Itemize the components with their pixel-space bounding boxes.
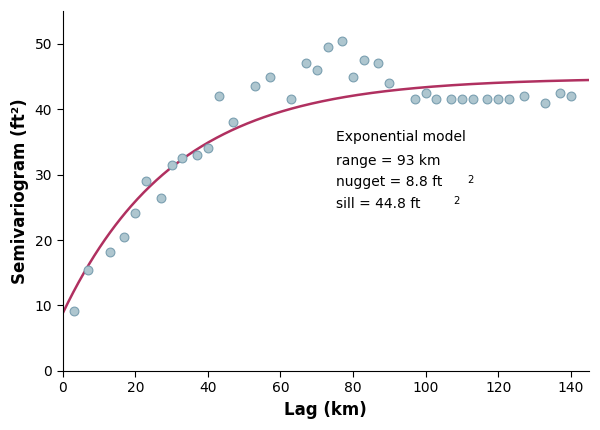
Point (385, 80, 394, 86)
Point (301, 60, 311, 67)
Point (287, 96, 296, 103)
Y-axis label: Semivariogram (ft²): Semivariogram (ft²) (11, 98, 29, 284)
Point (142, 178, 151, 184)
Point (130, 209, 140, 216)
Point (468, 96, 478, 103)
Point (410, 96, 419, 103)
Point (359, 57, 369, 64)
Point (229, 119, 238, 126)
Point (348, 73, 358, 80)
Point (156, 194, 166, 201)
Point (446, 96, 456, 103)
Point (541, 99, 550, 106)
Text: nugget = 8.8 ft: nugget = 8.8 ft (337, 175, 447, 189)
Point (519, 93, 529, 100)
Point (493, 96, 503, 103)
Point (83, 266, 93, 273)
Point (119, 233, 129, 240)
Text: 2: 2 (467, 175, 473, 184)
Point (421, 89, 430, 96)
Point (178, 155, 187, 162)
Point (105, 249, 115, 255)
Point (167, 161, 176, 168)
Point (374, 60, 383, 67)
Text: range = 93 km: range = 93 km (337, 154, 441, 168)
Point (265, 73, 274, 80)
Point (323, 44, 332, 51)
Point (192, 152, 202, 159)
Point (312, 67, 322, 74)
Point (555, 89, 565, 96)
Point (431, 96, 441, 103)
Text: sill = 44.8 ft: sill = 44.8 ft (337, 197, 425, 211)
Point (214, 93, 224, 100)
Point (250, 83, 260, 90)
Text: Exponential model: Exponential model (337, 130, 466, 144)
Point (203, 145, 212, 152)
Point (337, 37, 347, 44)
Point (566, 93, 575, 100)
Point (504, 96, 514, 103)
Point (69, 307, 79, 314)
Point (457, 96, 467, 103)
X-axis label: Lag (km): Lag (km) (284, 401, 367, 419)
Point (482, 96, 492, 103)
Text: 2: 2 (453, 196, 460, 206)
